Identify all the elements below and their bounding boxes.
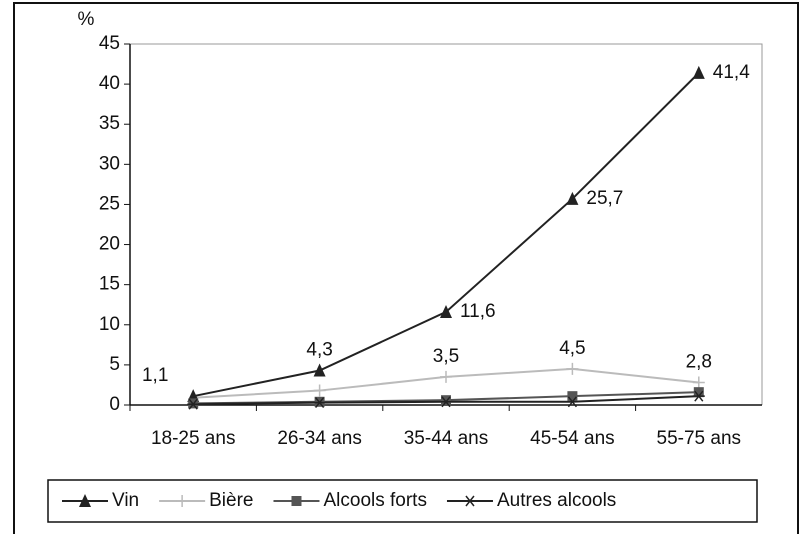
y-tick-label: 30	[99, 153, 120, 174]
legend-marker	[79, 494, 91, 507]
x-tick-label: 26-34 ans	[277, 428, 362, 449]
point	[440, 370, 452, 383]
point	[313, 363, 326, 377]
y-tick-label: 40	[99, 73, 120, 94]
point	[566, 191, 579, 205]
point	[693, 387, 704, 398]
y-tick-label: 5	[109, 354, 120, 375]
point	[313, 384, 326, 397]
point	[566, 396, 579, 408]
legend-marker	[176, 495, 189, 507]
x-tick-label: 45-54 ans	[530, 428, 615, 449]
point	[692, 376, 705, 389]
legend-label: Autres alcools	[497, 490, 616, 511]
point	[692, 390, 705, 402]
x-tick-label: 35-44 ans	[404, 428, 489, 449]
x-tick-label: 18-25 ans	[151, 428, 236, 449]
point	[187, 398, 200, 410]
data-label: 41,4	[713, 62, 750, 83]
data-label: 4,5	[559, 338, 585, 359]
y-tick-label: 45	[99, 33, 120, 54]
data-label: 1,1	[142, 365, 168, 386]
data-label: 2,8	[686, 352, 712, 373]
point	[692, 65, 705, 79]
y-tick-label: 25	[99, 193, 120, 214]
y-axis-label: %	[78, 9, 95, 30]
point	[440, 396, 452, 408]
point	[313, 397, 326, 409]
data-label: 11,6	[460, 301, 496, 322]
y-tick-label: 0	[109, 394, 120, 415]
frame	[13, 2, 799, 539]
point	[441, 395, 451, 406]
y-tick-label: 35	[99, 113, 120, 134]
legend-label: Alcools forts	[323, 490, 426, 511]
legend-label: Vin	[112, 490, 139, 511]
legend-marker	[463, 495, 476, 507]
y-tick-label: 15	[99, 274, 120, 295]
data-label: 4,3	[306, 340, 332, 361]
point	[566, 362, 579, 375]
data-label: 25,7	[586, 188, 623, 209]
y-tick-label: 20	[99, 234, 120, 255]
point	[567, 391, 578, 402]
x-tick-label: 55-75 ans	[657, 428, 742, 449]
legend-label: Bière	[209, 490, 253, 511]
data-label: 3,5	[433, 346, 459, 367]
plot-border	[130, 43, 763, 405]
y-tick-label: 10	[99, 314, 120, 335]
point	[440, 304, 452, 318]
legend-marker	[291, 496, 302, 506]
